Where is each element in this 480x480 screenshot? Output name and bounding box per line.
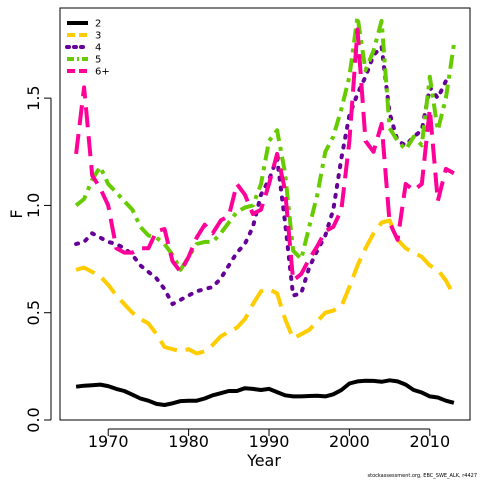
plot-frame	[59, 7, 471, 421]
y-axis: 0.0 0.5 1.0 1.5	[24, 85, 52, 433]
series-layer	[74, 14, 456, 407]
series-line-5	[74, 14, 456, 272]
series-line-2	[75, 378, 455, 407]
footnote: stockassessment.org, EBC_SWE_ALK, r4427	[368, 473, 478, 479]
legend-label: 4	[95, 43, 101, 54]
legend-label: 3	[95, 31, 101, 42]
x-tick-label: 1970	[88, 432, 129, 451]
x-tick-label: 2010	[409, 432, 450, 451]
y-tick-label: 0.5	[24, 300, 43, 325]
series-line-3	[75, 218, 456, 356]
x-axis-title: Year	[246, 451, 281, 470]
legend-label: 2	[95, 19, 101, 30]
x-tick-label: 1980	[168, 432, 209, 451]
x-axis: 1970 1980 1990 2000 2010	[88, 428, 450, 451]
y-axis-title: F	[7, 209, 26, 218]
y-tick-label: 1.0	[24, 193, 43, 218]
x-tick-label: 2000	[329, 432, 370, 451]
y-tick-label: 0.0	[24, 407, 43, 432]
series-line-4	[74, 44, 448, 307]
x-tick-label: 1990	[249, 432, 290, 451]
legend-label: 6+	[95, 67, 110, 78]
legend-label: 5	[95, 55, 101, 66]
y-tick-label: 1.5	[24, 85, 43, 110]
